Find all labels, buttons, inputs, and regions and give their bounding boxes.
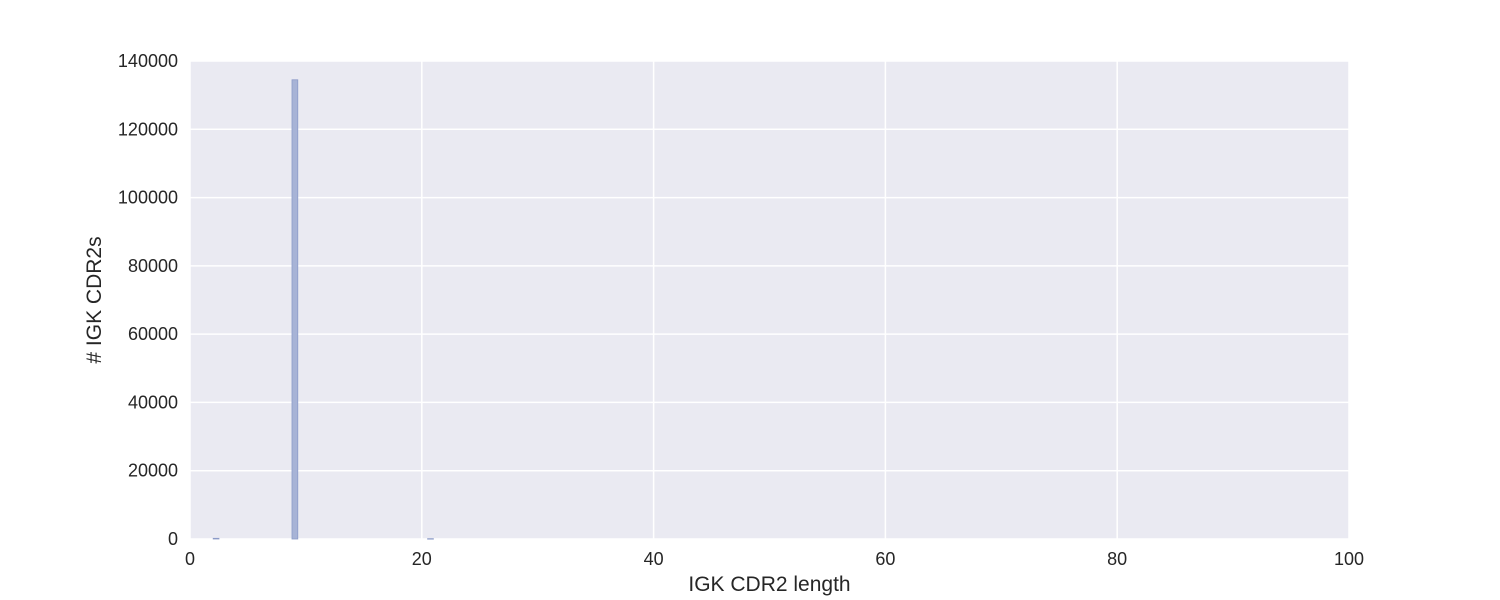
y-tick-labels: 0 20000 40000 60000 80000 100000 120000 140000: [118, 51, 178, 549]
histogram-bar: [212, 537, 220, 540]
x-tick-labels: 0 20 40 60 80 100: [185, 549, 1364, 569]
y-axis-label: # IGK CDR2s: [83, 236, 106, 363]
y-tick-label: 0: [168, 529, 178, 549]
x-tick-label: 40: [644, 549, 664, 569]
bars: [212, 79, 434, 540]
y-tick-label: 100000: [118, 188, 178, 208]
grid-lines: [189, 60, 1350, 540]
x-axis-label: IGK CDR2 length: [688, 573, 850, 596]
y-tick-label: 120000: [118, 119, 178, 139]
y-tick-label: 140000: [118, 51, 178, 71]
histogram-bar: [427, 538, 434, 540]
y-tick-label: 60000: [128, 324, 178, 344]
y-tick-label: 20000: [128, 461, 178, 481]
x-tick-label: 20: [412, 549, 432, 569]
x-tick-label: 80: [1107, 549, 1127, 569]
y-tick-label: 40000: [128, 392, 178, 412]
histogram-bar: [291, 79, 299, 540]
x-tick-label: 60: [875, 549, 895, 569]
x-tick-label: 100: [1334, 549, 1364, 569]
x-tick-label: 0: [185, 549, 195, 569]
plot-area: [190, 61, 1349, 539]
y-tick-label: 80000: [128, 256, 178, 276]
